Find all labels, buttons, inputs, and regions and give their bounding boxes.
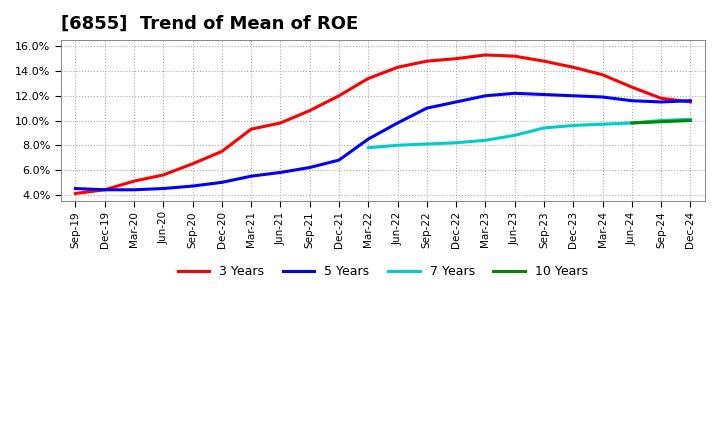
- Text: [6855]  Trend of Mean of ROE: [6855] Trend of Mean of ROE: [60, 15, 358, 33]
- Legend: 3 Years, 5 Years, 7 Years, 10 Years: 3 Years, 5 Years, 7 Years, 10 Years: [173, 260, 593, 283]
